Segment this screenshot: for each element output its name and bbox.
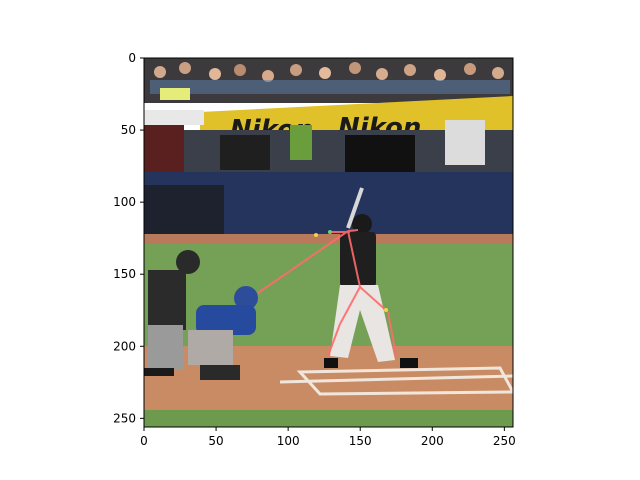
y-tick-label: 200 [113,339,136,353]
y-tick-label: 150 [113,267,136,281]
x-tick-label: 200 [421,434,444,448]
x-tick-label: 150 [349,434,372,448]
x-tick-label: 50 [208,434,223,448]
umpire [144,250,200,376]
y-tick-label: 100 [113,195,136,209]
image-area: Nikon Nikon [143,57,514,428]
catcher [188,286,258,380]
x-tick-label: 0 [140,434,148,448]
x-tick-label: 250 [493,434,516,448]
pose-overlay [257,229,397,357]
y-tick-label: 0 [128,51,136,65]
y-axis: 0 50 100 150 200 250 [113,51,144,425]
x-tick-label: 100 [277,434,300,448]
crowd-faces [150,62,510,100]
x-axis: 0 50 100 150 200 250 [140,427,516,448]
y-tick-label: 250 [113,411,136,425]
y-tick-label: 50 [121,123,136,137]
